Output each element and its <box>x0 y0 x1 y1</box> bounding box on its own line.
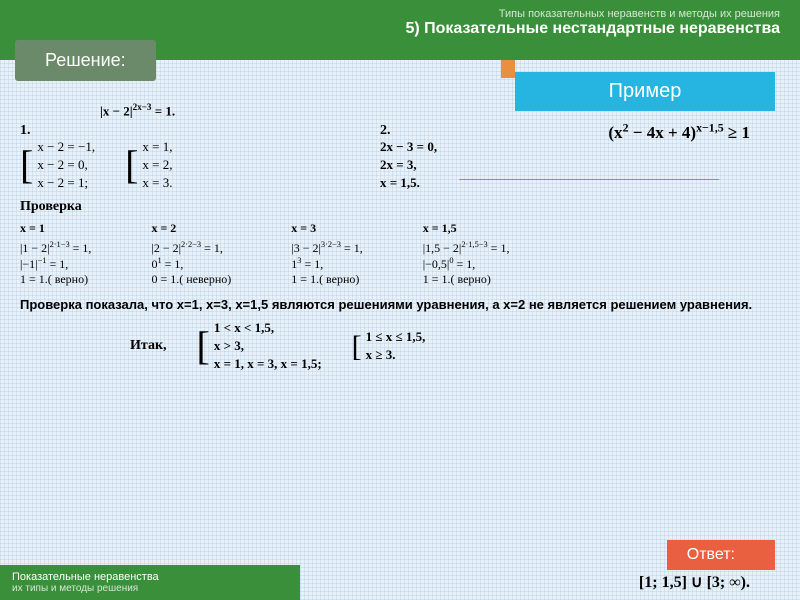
check-line: 1 = 1.( верно) <box>20 272 91 287</box>
check-var: x = 3 <box>291 221 362 236</box>
check-line: |−1|−1 = 1, <box>20 256 91 272</box>
case1-num: 1. <box>20 123 340 139</box>
eq-line: 2x = 3, <box>380 157 480 173</box>
itak-line: x ≥ 3. <box>366 347 426 363</box>
header-subtitle: Типы показательных неравенств и методы и… <box>170 8 780 20</box>
itak-row: Итак, [ 1 < x < 1,5, x > 3, x = 1, x = 3… <box>130 320 780 372</box>
itak-line: x > 3, <box>214 338 322 354</box>
header-title: 5) Показательные нестандартные неравенст… <box>170 20 780 38</box>
eq-line: x = 3. <box>142 175 172 191</box>
eq-line: x − 2 = 1; <box>37 175 95 191</box>
answer-tab: Ответ: <box>667 540 775 570</box>
check-line: |1 − 2|2·1−3 = 1, <box>20 240 91 256</box>
check-line: |2 − 2|2·2−3 = 1, <box>151 240 231 256</box>
check-var: x = 2 <box>151 221 231 236</box>
check-var: x = 1 <box>20 221 91 236</box>
check-col-1: x = 1 |1 − 2|2·1−3 = 1, |−1|−1 = 1, 1 = … <box>20 221 91 287</box>
eq-line: x = 1,5. <box>380 175 480 191</box>
main-equation: |x − 2|2x−3 = 1. <box>100 102 780 119</box>
itak-line: 1 ≤ x ≤ 1,5, <box>366 329 426 345</box>
check-var: x = 1,5 <box>423 221 510 236</box>
footer: Показательные неравенства их типы и мето… <box>0 565 300 600</box>
eq-line: x − 2 = −1, <box>37 139 95 155</box>
answer-formula: [1; 1,5] ∪ [3; ∞). <box>639 572 750 592</box>
footer-line1: Показательные неравенства <box>12 571 288 583</box>
check-line: |3 − 2|3·2−3 = 1, <box>291 240 362 256</box>
itak-label: Итак, <box>130 338 167 354</box>
check-line: |−0,5|0 = 1, <box>423 256 510 272</box>
itak-line: x = 1, x = 3, x = 1,5; <box>214 356 322 372</box>
check-row: x = 1 |1 − 2|2·1−3 = 1, |−1|−1 = 1, 1 = … <box>20 221 780 287</box>
solution-tab: Решение: <box>15 40 156 81</box>
check-col-2: x = 2 |2 − 2|2·2−3 = 1, 01 = 1, 0 = 1.( … <box>151 221 231 287</box>
check-line: 01 = 1, <box>151 256 231 272</box>
check-line: |1,5 − 2|2·1,5−3 = 1, <box>423 240 510 256</box>
case2-num: 2. <box>380 123 480 139</box>
check-col-3: x = 3 |3 − 2|3·2−3 = 1, 13 = 1, 1 = 1.( … <box>291 221 362 287</box>
check-col-4: x = 1,5 |1,5 − 2|2·1,5−3 = 1, |−0,5|0 = … <box>423 221 510 287</box>
conclusion-text: Проверка показала, что x=1, x=3, x=1,5 я… <box>20 297 780 312</box>
check-line: 13 = 1, <box>291 256 362 272</box>
check-label: Проверка <box>20 199 780 215</box>
eq-line: 2x − 3 = 0, <box>380 139 480 155</box>
eq-line: x = 1, <box>142 139 172 155</box>
check-line: 1 = 1.( верно) <box>423 272 510 287</box>
case1-left-group: [ x − 2 = −1, x − 2 = 0, x − 2 = 1; <box>20 139 95 191</box>
itak-line: 1 < x < 1,5, <box>214 320 322 336</box>
content-area: |x − 2|2x−3 = 1. 1. [ x − 2 = −1, x − 2 … <box>20 102 780 372</box>
check-line: 1 = 1.( верно) <box>291 272 362 287</box>
case1-right-group: [ x = 1, x = 2, x = 3. <box>125 139 172 191</box>
eq-line: x − 2 = 0, <box>37 157 95 173</box>
check-line: 0 = 1.( неверно) <box>151 272 231 287</box>
footer-line2: их типы и методы решения <box>12 583 288 594</box>
eq-line: x = 2, <box>142 157 172 173</box>
